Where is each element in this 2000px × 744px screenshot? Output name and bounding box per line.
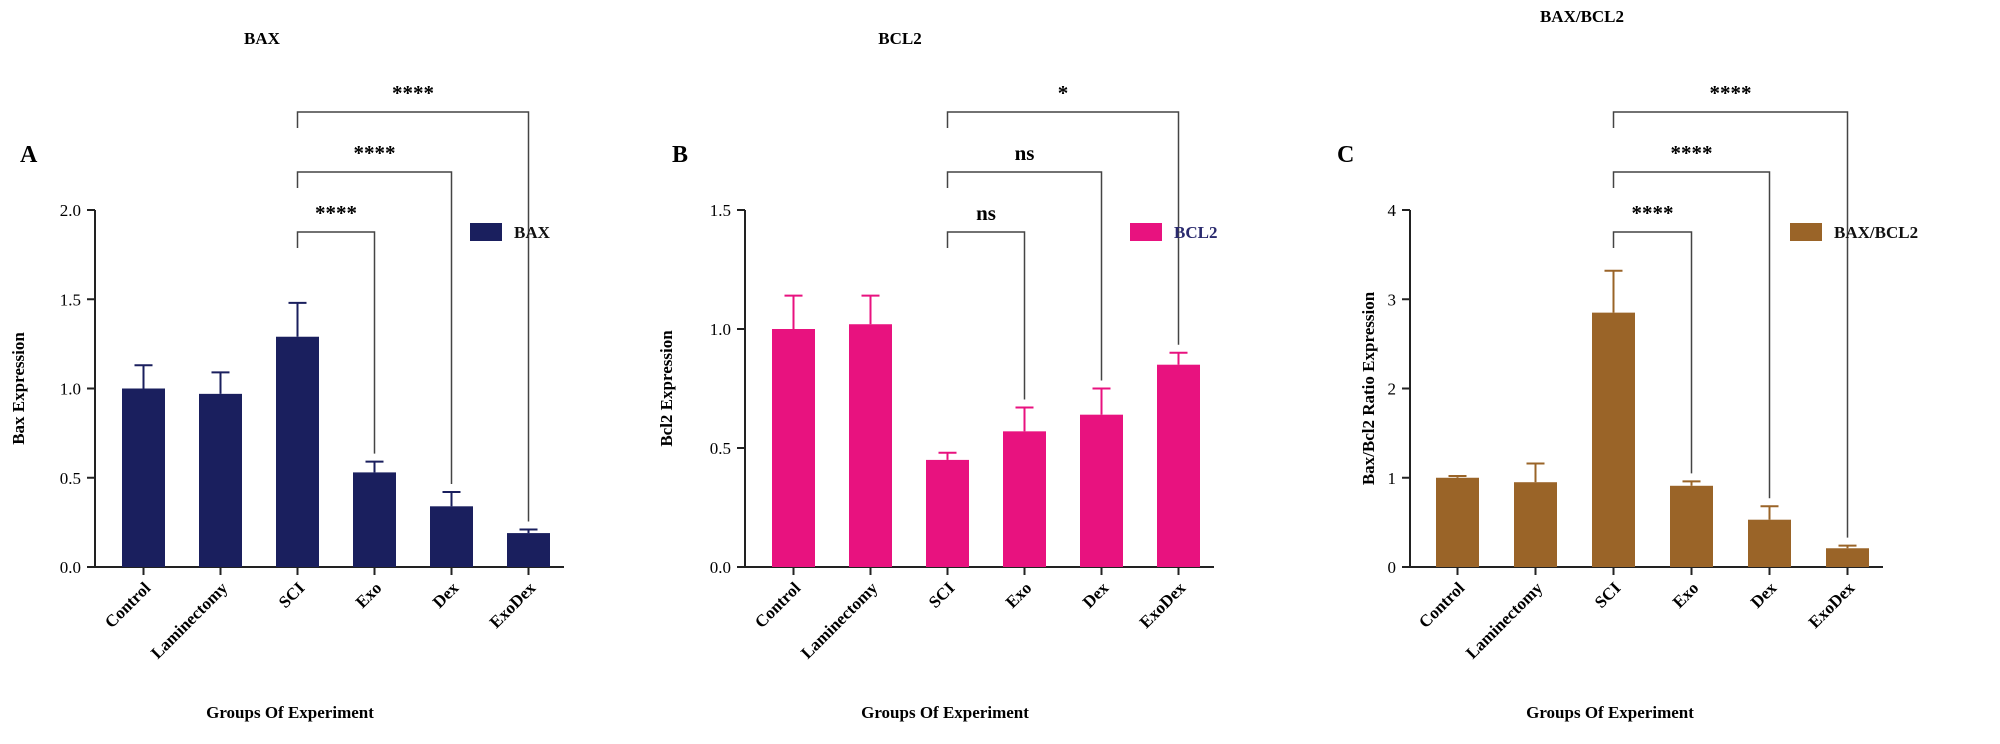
bar-dex	[430, 506, 473, 567]
y-tick-label: 0.5	[710, 439, 731, 458]
x-tick-label-sci: SCI	[275, 578, 309, 612]
significance-bracket	[946, 111, 1180, 345]
bar-exodex	[1826, 548, 1869, 567]
x-tick-label-laminectomy: Laminectomy	[797, 578, 882, 663]
legend-swatch	[470, 223, 502, 241]
x-tick-label-exodex: ExoDex	[1805, 578, 1859, 632]
significance-bracket	[946, 231, 1026, 400]
y-tick-label: 2.0	[60, 201, 81, 220]
bar-control	[1436, 477, 1479, 567]
y-tick-label: 0.0	[710, 558, 731, 577]
panel-label: B	[672, 142, 688, 168]
chart-panel-b: BCL2 B 0.0 0.5 1.0 1.5 Bcl2 Expression ControlL…	[657, 29, 1217, 722]
x-tick-label-sci: SCI	[925, 578, 959, 612]
significance-label: ****	[1632, 201, 1674, 225]
significance-label: ns	[1015, 141, 1035, 165]
bar-dex	[1080, 414, 1123, 567]
significance-bracket	[296, 231, 376, 454]
y-tick-label: 1.5	[710, 201, 731, 220]
x-tick-label-exo: Exo	[352, 578, 385, 611]
y-axis-label: Bax/Bcl2 Ratio Expression	[1359, 291, 1378, 485]
y-tick-label: 1.0	[60, 380, 81, 399]
bar-control	[122, 388, 165, 567]
panel-label: C	[1337, 142, 1354, 168]
bar-sci	[276, 336, 319, 567]
chart-title: BAX/BCL2	[1540, 7, 1624, 26]
bar-laminectomy	[199, 393, 242, 567]
y-tick-label: 1.5	[60, 290, 81, 309]
x-axis-label: Groups Of Experiment	[861, 703, 1029, 722]
significance-bracket	[296, 111, 530, 522]
bar-laminectomy	[1514, 482, 1557, 567]
y-axis-label: Bcl2 Expression	[657, 330, 676, 447]
y-tick-label: 0.0	[60, 558, 81, 577]
significance-bracket	[946, 171, 1103, 381]
x-tick-label-control: Control	[101, 578, 154, 631]
x-tick-label-control: Control	[751, 578, 804, 631]
x-tick-label-sci: SCI	[1591, 578, 1625, 612]
y-tick-label: 3	[1388, 290, 1397, 309]
significance-label: ****	[354, 141, 396, 165]
bar-laminectomy	[849, 324, 892, 567]
y-tick-label: 1	[1388, 469, 1397, 488]
bar-exodex	[1157, 364, 1200, 567]
significance-label: ****	[1671, 141, 1713, 165]
y-tick-label: 1.0	[710, 320, 731, 339]
legend-swatch	[1130, 223, 1162, 241]
significance-bracket	[1612, 231, 1693, 474]
y-tick-label: 2	[1388, 380, 1397, 399]
bar-exo	[353, 472, 396, 567]
significance-label: *	[1058, 81, 1069, 105]
significance-label: ****	[315, 201, 357, 225]
legend-label: BCL2	[1174, 223, 1217, 242]
chart-title: BCL2	[878, 29, 921, 48]
chart-title: BAX	[244, 29, 281, 48]
x-tick-label-dex: Dex	[1747, 578, 1781, 612]
legend-swatch	[1790, 223, 1822, 241]
x-tick-label-laminectomy: Laminectomy	[1462, 578, 1547, 663]
significance-bracket	[296, 171, 453, 485]
x-tick-label-exodex: ExoDex	[486, 578, 540, 632]
significance-bracket	[1612, 171, 1771, 499]
bar-sci	[1592, 312, 1635, 567]
x-tick-label-exo: Exo	[1002, 578, 1035, 611]
x-axis-label: Groups Of Experiment	[1526, 703, 1694, 722]
chart-panel-a: BAX A 0.0 0.5 1.0 1.5 2.0 Bax Expression Control…	[9, 29, 564, 722]
bar-exo	[1670, 485, 1713, 567]
y-tick-label: 0	[1388, 558, 1397, 577]
significance-label: ****	[392, 81, 434, 105]
legend-label: BAX/BCL2	[1834, 223, 1918, 242]
x-tick-label-dex: Dex	[429, 578, 463, 612]
x-tick-label-control: Control	[1415, 578, 1468, 631]
x-tick-label-exo: Exo	[1669, 578, 1702, 611]
bar-exo	[1003, 431, 1046, 567]
x-axis-label: Groups Of Experiment	[206, 703, 374, 722]
significance-label: ****	[1710, 81, 1752, 105]
significance-bracket	[1612, 111, 1849, 538]
y-tick-label: 0.5	[60, 469, 81, 488]
y-axis-label: Bax Expression	[9, 332, 28, 445]
bar-control	[772, 329, 815, 567]
bar-dex	[1748, 519, 1791, 567]
significance-label: ns	[976, 201, 996, 225]
bar-sci	[926, 459, 969, 567]
bar-exodex	[507, 533, 550, 567]
legend-label: BAX	[514, 223, 551, 242]
x-tick-label-exodex: ExoDex	[1136, 578, 1190, 632]
y-tick-label: 4	[1388, 201, 1397, 220]
x-tick-label-dex: Dex	[1079, 578, 1113, 612]
panel-label: A	[20, 142, 38, 168]
chart-panel-c: BAX/BCL2 C 0 1 2 3 4 Bax/Bcl2 Ratio Expression C…	[1337, 7, 1918, 722]
x-tick-label-laminectomy: Laminectomy	[147, 578, 232, 663]
